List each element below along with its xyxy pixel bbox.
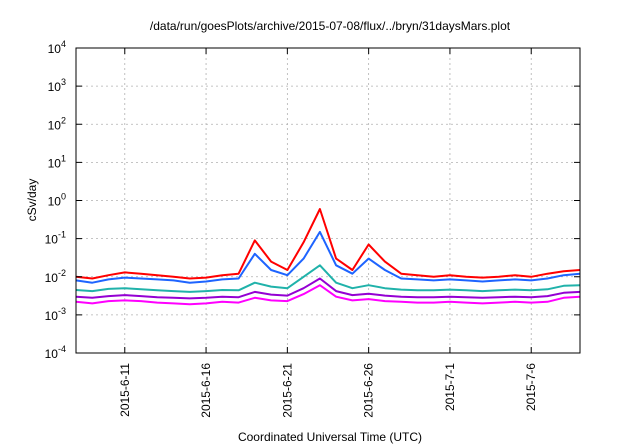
- y-tick-exponent: 2: [61, 115, 66, 125]
- y-tick-label: 10-3: [45, 306, 66, 323]
- x-tick-label: 2015-7-6: [524, 363, 538, 411]
- y-tick-label: 10-1: [45, 230, 66, 247]
- y-tick-exponent: -2: [58, 268, 66, 278]
- y-tick-exponent: 1: [61, 153, 66, 163]
- chart-title: /data/run/goesPlots/archive/2015-07-08/f…: [150, 19, 511, 33]
- y-tick-exponent: -3: [58, 306, 66, 316]
- series-line-3: [75, 264, 581, 293]
- y-tick-exponent: -1: [58, 230, 66, 240]
- series-line-2: [75, 277, 581, 300]
- y-tick-exponent: 4: [61, 39, 66, 49]
- x-tick-label: 2015-6-21: [280, 363, 294, 418]
- x-tick-label: 2015-7-1: [443, 363, 457, 411]
- y-axis-label: cSv/day: [25, 179, 39, 222]
- y-tick-label: 10-4: [45, 344, 66, 361]
- y-tick-exponent: 3: [61, 77, 66, 87]
- y-tick-exponent: -4: [58, 344, 66, 354]
- plot-frame: [75, 47, 581, 354]
- grid: [76, 48, 580, 353]
- x-tick-label: 2015-6-16: [199, 363, 213, 418]
- x-axis-label: Coordinated Universal Time (UTC): [238, 430, 422, 444]
- series-line-5: [75, 208, 581, 280]
- y-tick-label: 10-2: [45, 268, 66, 285]
- series-line-4: [75, 230, 581, 284]
- tick-group: 10-410-310-210-11001011021031042015-6-11…: [45, 39, 580, 418]
- y-tick-label: 103: [48, 77, 66, 94]
- y-tick-label: 104: [48, 39, 66, 56]
- x-tick-label: 2015-6-26: [362, 363, 376, 418]
- y-tick-label: 101: [48, 153, 66, 170]
- y-tick-exponent: 0: [61, 192, 66, 202]
- series-line-1: [75, 284, 581, 306]
- y-tick-label: 100: [48, 192, 66, 209]
- series-group: [75, 208, 581, 306]
- x-tick-label: 2015-6-11: [118, 363, 132, 417]
- y-tick-label: 102: [48, 115, 66, 132]
